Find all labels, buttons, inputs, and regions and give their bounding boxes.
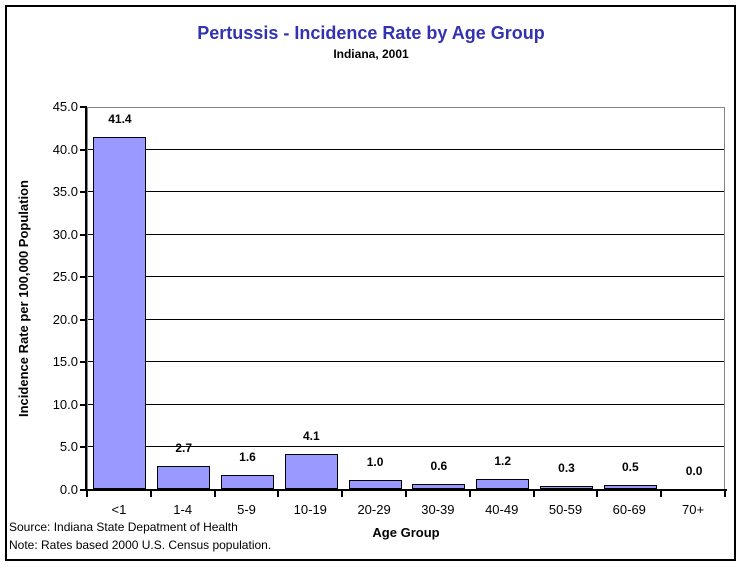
x-tick-mark [341, 491, 344, 497]
gridline [88, 403, 724, 405]
y-axis-title: Incidence Rate per 100,000 Population [16, 180, 31, 417]
gridline [88, 361, 724, 363]
x-tick-mark [277, 491, 280, 497]
x-category-label: 5-9 [237, 502, 256, 517]
bar-value-label: 0.3 [558, 461, 575, 475]
x-category-label: 70+ [682, 502, 705, 517]
x-tick-mark [213, 491, 216, 497]
x-category-label: 50-59 [548, 502, 583, 517]
x-tick-mark [149, 491, 152, 497]
gridline [88, 446, 724, 448]
bar-40-49 [476, 479, 529, 489]
x-axis-title: Age Group [372, 525, 440, 540]
bar-value-label: 4.1 [302, 429, 320, 443]
bar-value-label: 41.4 [108, 112, 132, 126]
y-tick-mark [80, 106, 87, 108]
x-tick-mark [468, 491, 471, 497]
gridline [88, 233, 724, 235]
gridline [88, 191, 724, 193]
y-tick-mark [80, 191, 87, 194]
x-tick-mark [660, 491, 663, 497]
y-tick-label: 20.0 [52, 311, 78, 327]
plot-area: 41.4 2.7 1.6 4.1 1.0 0.6 1.2 0.3 0.5 0.0 [87, 107, 725, 490]
x-category-label: 1-4 [173, 502, 193, 517]
y-tick-mark [80, 403, 87, 406]
chart-subtitle: Indiana, 2001 [333, 47, 409, 61]
x-category-label: 60-69 [612, 502, 646, 517]
y-tick-label: 40.0 [52, 141, 78, 157]
y-tick-mark [80, 318, 87, 321]
y-tick-label: 35.0 [52, 184, 78, 200]
y-tick-mark [80, 361, 87, 364]
x-tick-mark [596, 491, 599, 497]
bar-value-label: 0.6 [430, 459, 448, 473]
y-tick-label: 25.0 [52, 269, 78, 285]
y-tick-label: 10.0 [52, 396, 78, 412]
y-tick-label: 30.0 [52, 226, 78, 242]
x-tick-mark [724, 491, 726, 497]
bar-<1 [93, 137, 146, 489]
x-category-label: <1 [111, 502, 127, 517]
chart-title: Pertussis - Incidence Rate by Age Group [197, 23, 545, 43]
y-tick-label: 45.0 [52, 99, 78, 114]
y-tick-mark [80, 489, 87, 491]
bar-60-69 [604, 485, 657, 489]
y-tick-mark [80, 276, 87, 279]
x-category-label: 40-49 [485, 502, 519, 517]
gridline [88, 318, 724, 320]
bar-1-4 [157, 466, 210, 489]
x-category-label: 20-29 [357, 502, 391, 517]
y-axis-line [85, 106, 87, 491]
source-note: Source: Indiana State Depatment of Healt… [9, 520, 238, 534]
x-tick-mark [86, 491, 88, 497]
bar-value-label: 1.0 [366, 455, 384, 469]
bar-value-label: 0.5 [621, 460, 639, 474]
x-category-label: 30-39 [421, 502, 455, 517]
y-tick-label: 5.0 [59, 439, 78, 455]
y-tick-label: 15.0 [52, 354, 78, 370]
bar-10-19 [285, 454, 338, 489]
bar-20-29 [349, 480, 402, 489]
x-tick-mark [405, 491, 407, 497]
bar-value-label: 1.2 [494, 454, 512, 468]
bar-value-label: 0.0 [685, 464, 703, 478]
bar-value-label: 1.6 [239, 450, 256, 464]
y-tick-mark [80, 446, 87, 449]
gridline [88, 276, 724, 278]
bar-value-label: 2.7 [175, 441, 193, 455]
y-tick-mark [80, 233, 87, 236]
x-axis-line [85, 489, 727, 491]
census-note: Note: Rates based 2000 U.S. Census popul… [9, 538, 272, 552]
bar-30-39 [412, 484, 465, 489]
gridline [88, 148, 724, 150]
y-tick-mark [80, 148, 87, 151]
bar-50-59 [540, 486, 593, 489]
x-tick-mark [532, 491, 535, 497]
y-tick-label: 0.0 [59, 482, 78, 497]
x-category-label: 10-19 [293, 502, 327, 517]
bar-5-9 [221, 475, 274, 489]
